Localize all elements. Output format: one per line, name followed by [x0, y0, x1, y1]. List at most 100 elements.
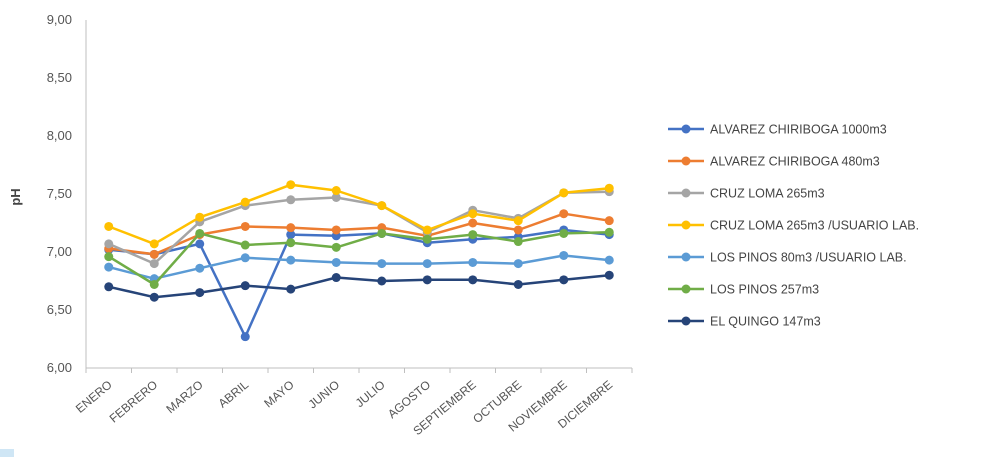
data-point: [104, 239, 114, 249]
x-tick-label: JUNIO: [306, 378, 343, 412]
data-point: [559, 275, 569, 285]
data-point: [286, 223, 296, 233]
data-point: [331, 225, 341, 235]
data-point: [468, 275, 478, 285]
data-point: [149, 259, 159, 269]
legend-label: ALVAREZ CHIRIBOGA 1000m3: [710, 123, 887, 137]
y-tick-label: 7,50: [47, 186, 72, 201]
data-point: [240, 332, 250, 342]
data-point: [604, 216, 614, 226]
data-point: [240, 253, 250, 263]
data-point: [422, 234, 432, 244]
data-point: [422, 275, 432, 285]
data-point: [286, 255, 296, 265]
data-point: [513, 237, 523, 247]
x-tick-label: MARZO: [163, 378, 205, 417]
data-point: [559, 188, 569, 198]
data-point: [195, 228, 205, 238]
data-point: [422, 259, 432, 269]
data-point: [331, 186, 341, 196]
legend-label: LOS PINOS 80m3 /USUARIO LAB.: [710, 251, 907, 265]
y-axis-label: pH: [8, 188, 23, 205]
legend-label: EL QUINGO 147m3: [710, 315, 821, 329]
data-point: [104, 282, 114, 292]
data-point: [240, 281, 250, 291]
x-tick-label: ABRIL: [216, 377, 252, 410]
y-tick-label: 6,00: [47, 360, 72, 375]
data-point: [559, 250, 569, 260]
x-tick-label: ENERO: [73, 378, 115, 416]
data-point: [286, 284, 296, 294]
series-line: [108, 183, 610, 246]
data-point: [149, 239, 159, 249]
data-point: [286, 195, 296, 205]
y-tick-label: 8,50: [47, 70, 72, 85]
legend-marker: [681, 284, 691, 294]
data-point: [149, 249, 159, 259]
data-point: [377, 201, 387, 211]
data-point: [240, 197, 250, 207]
data-point: [468, 218, 478, 228]
data-point: [195, 263, 205, 273]
legend-marker: [681, 156, 691, 166]
legend-label: CRUZ LOMA 265m3 /USUARIO LAB.: [710, 219, 919, 233]
data-point: [195, 239, 205, 249]
data-point: [559, 228, 569, 238]
series-line: [108, 273, 610, 299]
data-point: [331, 273, 341, 283]
data-point: [604, 255, 614, 265]
data-point: [422, 225, 432, 235]
series-line: [108, 190, 610, 265]
data-point: [286, 230, 296, 240]
legend-marker: [681, 220, 691, 230]
data-point: [195, 288, 205, 298]
data-point: [195, 212, 205, 222]
data-point: [604, 183, 614, 193]
data-point: [513, 259, 523, 269]
data-point: [468, 209, 478, 219]
data-point: [331, 257, 341, 267]
legend-marker: [681, 252, 691, 262]
data-point: [604, 227, 614, 237]
legend-label: ALVAREZ CHIRIBOGA 480m3: [710, 155, 880, 169]
data-point: [104, 252, 114, 262]
y-tick-label: 6,50: [47, 302, 72, 317]
y-tick-label: 9,00: [47, 12, 72, 27]
data-point: [604, 270, 614, 280]
data-point: [240, 221, 250, 231]
data-point: [149, 279, 159, 289]
legend-marker: [681, 124, 691, 134]
y-tick-label: 7,00: [47, 244, 72, 259]
data-point: [286, 238, 296, 248]
data-point: [377, 228, 387, 238]
data-point: [240, 240, 250, 250]
legend-label: CRUZ LOMA 265m3: [710, 187, 825, 201]
data-point: [331, 192, 341, 202]
data-point: [377, 259, 387, 269]
data-point: [513, 216, 523, 226]
series-line: [108, 228, 610, 338]
data-point: [149, 292, 159, 302]
x-tick-label: JULIO: [353, 378, 388, 411]
legend-label: LOS PINOS 257m3: [710, 283, 819, 297]
x-tick-label: FEBRERO: [107, 378, 160, 426]
series-line: [108, 212, 610, 256]
data-point: [104, 221, 114, 231]
data-point: [286, 180, 296, 190]
legend-marker: [681, 316, 691, 326]
data-point: [377, 276, 387, 286]
series-line: [108, 231, 610, 286]
corner-accent: [0, 449, 14, 457]
data-point: [468, 230, 478, 240]
series-line: [108, 254, 610, 280]
data-point: [559, 209, 569, 219]
legend-marker: [681, 188, 691, 198]
data-point: [468, 257, 478, 267]
data-point: [331, 242, 341, 252]
data-point: [513, 279, 523, 289]
data-point: [513, 225, 523, 235]
data-point: [104, 262, 114, 272]
x-tick-label: MAYO: [261, 378, 296, 411]
